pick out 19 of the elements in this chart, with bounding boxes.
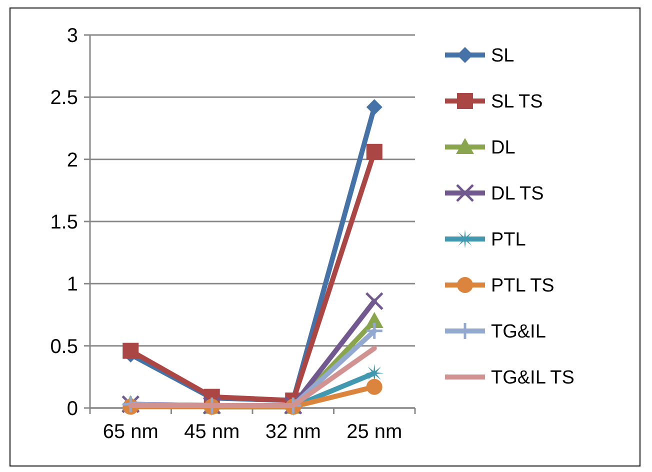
y-tick-label: 0	[66, 398, 78, 420]
y-tick-label: 2	[66, 149, 78, 172]
x-tick-label: 45 nm	[184, 421, 240, 443]
y-tick-label: 1.5	[50, 212, 78, 234]
y-tick-label: 2.5	[50, 87, 78, 110]
y-tick-label: 1	[66, 274, 78, 296]
x-tick-label: 25 nm	[346, 421, 402, 443]
legend-label: TG&IL TS	[491, 368, 574, 389]
legend-label: SL TS	[491, 92, 543, 113]
y-tick-label: 3	[66, 25, 78, 47]
legend-label: TG&IL	[491, 322, 546, 343]
legend-label: PTL	[491, 230, 526, 251]
legend-label: SL	[491, 46, 514, 67]
legend-label: DL	[491, 138, 516, 159]
legend-label: DL TS	[491, 184, 544, 205]
x-tick-label: 65 nm	[102, 421, 158, 443]
x-tick-label: 32 nm	[265, 421, 321, 443]
y-tick-label: 0.5	[50, 336, 78, 358]
legend-label: PTL TS	[491, 276, 554, 297]
